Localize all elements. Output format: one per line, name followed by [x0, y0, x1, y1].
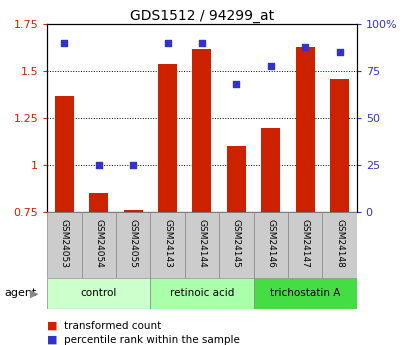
Bar [287, 212, 321, 278]
Point [232, 81, 239, 87]
Point [95, 162, 102, 168]
Bar [89, 193, 108, 212]
Point [130, 162, 136, 168]
Bar [47, 212, 81, 278]
Text: ■: ■ [47, 335, 58, 345]
Point [164, 40, 171, 46]
Text: GSM24144: GSM24144 [197, 219, 206, 268]
Point [267, 63, 273, 68]
Bar [226, 146, 245, 212]
Bar [261, 128, 279, 212]
Text: agent: agent [4, 288, 36, 298]
Bar [218, 212, 253, 278]
Text: GSM24054: GSM24054 [94, 219, 103, 268]
Bar [124, 210, 142, 212]
Text: retinoic acid: retinoic acid [169, 288, 234, 298]
Bar [253, 212, 287, 278]
Text: percentile rank within the sample: percentile rank within the sample [63, 335, 239, 345]
Bar [150, 212, 184, 278]
Bar [329, 79, 348, 212]
Point [335, 50, 342, 55]
Text: GSM24053: GSM24053 [60, 219, 69, 268]
Text: GSM24147: GSM24147 [300, 219, 309, 268]
Text: GSM24148: GSM24148 [334, 219, 343, 268]
Bar [116, 212, 150, 278]
Bar [81, 212, 116, 278]
Point [198, 40, 204, 46]
Title: GDS1512 / 94299_at: GDS1512 / 94299_at [130, 9, 273, 23]
Bar [184, 212, 218, 278]
Bar [295, 47, 314, 212]
Bar [192, 49, 211, 212]
Text: ▶: ▶ [30, 288, 38, 298]
Bar [150, 278, 253, 309]
Bar [321, 212, 356, 278]
Point [301, 44, 308, 49]
Text: GSM24146: GSM24146 [265, 219, 274, 268]
Bar [55, 96, 74, 212]
Text: ■: ■ [47, 321, 58, 331]
Bar [47, 278, 150, 309]
Bar [253, 278, 356, 309]
Text: trichostatin A: trichostatin A [269, 288, 339, 298]
Text: GSM24145: GSM24145 [231, 219, 240, 268]
Text: control: control [80, 288, 117, 298]
Text: GSM24055: GSM24055 [128, 219, 137, 268]
Bar [158, 63, 177, 212]
Text: transformed count: transformed count [63, 321, 160, 331]
Text: GSM24143: GSM24143 [163, 219, 172, 268]
Point [61, 40, 67, 46]
